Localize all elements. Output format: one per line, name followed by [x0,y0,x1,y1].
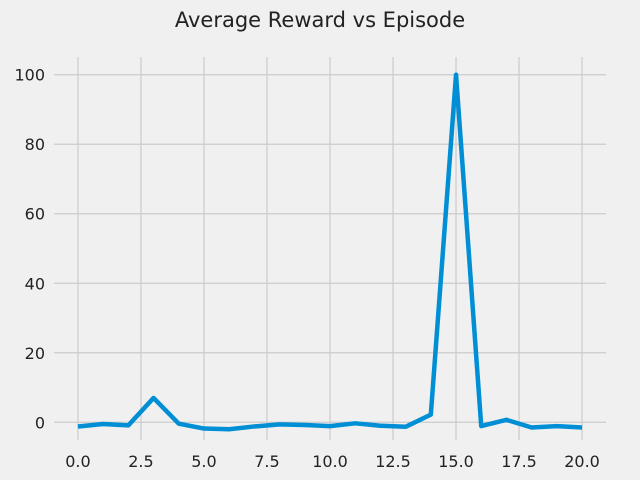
x-tick-label: 5.0 [191,452,216,471]
grid-lines [54,57,606,440]
x-tick-label: 10.0 [312,452,348,471]
y-tick-label: 60 [25,205,45,224]
x-tick-labels: 0.0 2.5 5.0 7.5 10.0 12.5 15.0 17.5 20.0 [65,452,600,471]
y-tick-label: 20 [25,344,45,363]
y-tick-label: 40 [25,274,45,293]
y-tick-label: 0 [35,413,45,432]
series-layer [77,72,583,432]
x-tick-label: 15.0 [438,452,474,471]
x-tick-label: 17.5 [501,452,537,471]
y-tick-labels: 0 20 40 60 80 100 [14,66,45,433]
x-tick-label: 12.5 [375,452,411,471]
x-tick-label: 20.0 [564,452,600,471]
y-tick-label: 100 [14,66,45,85]
y-tick-label: 80 [25,135,45,154]
x-tick-label: 2.5 [128,452,153,471]
x-tick-label: 0.0 [65,452,90,471]
x-tick-label: 7.5 [254,452,279,471]
series-line-0 [77,72,583,432]
chart-title: Average Reward vs Episode [175,8,465,32]
